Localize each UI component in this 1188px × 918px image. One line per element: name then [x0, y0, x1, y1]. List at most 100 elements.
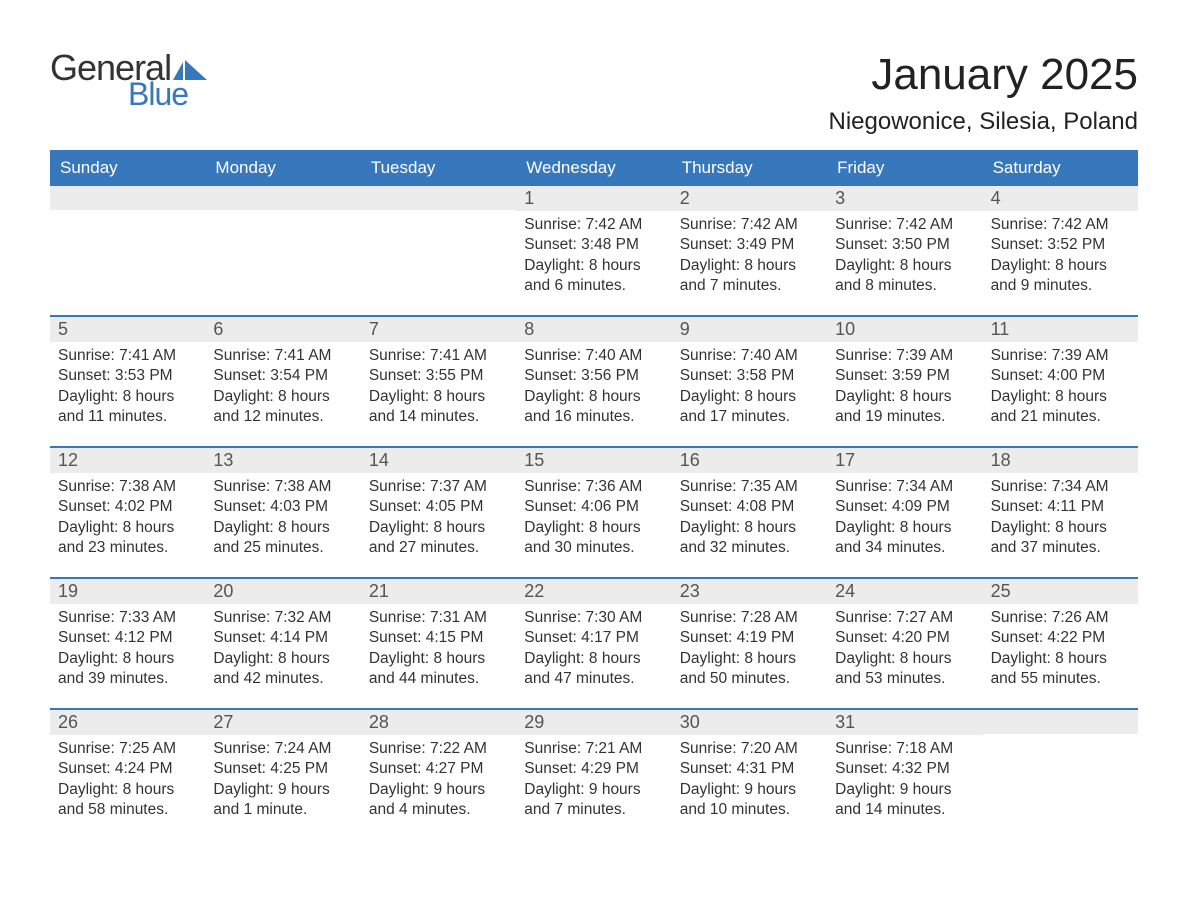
calendar-cell: 1Sunrise: 7:42 AMSunset: 3:48 PMDaylight…	[516, 186, 671, 315]
day-number: 20	[205, 579, 360, 604]
day-number: 5	[50, 317, 205, 342]
daylight-text: Daylight: 8 hours and 42 minutes.	[213, 649, 352, 690]
sunrise-text: Sunrise: 7:41 AM	[369, 346, 508, 366]
calendar-cell: 13Sunrise: 7:38 AMSunset: 4:03 PMDayligh…	[205, 448, 360, 577]
sunset-text: Sunset: 4:27 PM	[369, 759, 508, 779]
day-details: Sunrise: 7:32 AMSunset: 4:14 PMDaylight:…	[205, 604, 360, 708]
calendar-cell: 14Sunrise: 7:37 AMSunset: 4:05 PMDayligh…	[361, 448, 516, 577]
daylight-text: Daylight: 9 hours and 14 minutes.	[835, 780, 974, 821]
calendar-week: 1Sunrise: 7:42 AMSunset: 3:48 PMDaylight…	[50, 186, 1138, 315]
daylight-text: Daylight: 8 hours and 39 minutes.	[58, 649, 197, 690]
day-number: 16	[672, 448, 827, 473]
calendar-cell: 8Sunrise: 7:40 AMSunset: 3:56 PMDaylight…	[516, 317, 671, 446]
sunset-text: Sunset: 3:58 PM	[680, 366, 819, 386]
logo-text-blue: Blue	[128, 78, 207, 110]
sunset-text: Sunset: 4:03 PM	[213, 497, 352, 517]
sunset-text: Sunset: 4:02 PM	[58, 497, 197, 517]
day-number: 4	[983, 186, 1138, 211]
calendar-cell: 24Sunrise: 7:27 AMSunset: 4:20 PMDayligh…	[827, 579, 982, 708]
sunrise-text: Sunrise: 7:42 AM	[991, 215, 1130, 235]
sunset-text: Sunset: 4:31 PM	[680, 759, 819, 779]
calendar-cell: 2Sunrise: 7:42 AMSunset: 3:49 PMDaylight…	[672, 186, 827, 315]
sunset-text: Sunset: 3:59 PM	[835, 366, 974, 386]
day-details: Sunrise: 7:39 AMSunset: 3:59 PMDaylight:…	[827, 342, 982, 446]
sunrise-text: Sunrise: 7:26 AM	[991, 608, 1130, 628]
day-number: 14	[361, 448, 516, 473]
calendar-cell: 4Sunrise: 7:42 AMSunset: 3:52 PMDaylight…	[983, 186, 1138, 315]
calendar-cell: 18Sunrise: 7:34 AMSunset: 4:11 PMDayligh…	[983, 448, 1138, 577]
day-number: 6	[205, 317, 360, 342]
day-number: 8	[516, 317, 671, 342]
day-header-thursday: Thursday	[672, 150, 827, 186]
calendar-cell: 6Sunrise: 7:41 AMSunset: 3:54 PMDaylight…	[205, 317, 360, 446]
day-details: Sunrise: 7:18 AMSunset: 4:32 PMDaylight:…	[827, 735, 982, 839]
day-details: Sunrise: 7:34 AMSunset: 4:09 PMDaylight:…	[827, 473, 982, 577]
day-details	[50, 210, 205, 314]
daylight-text: Daylight: 8 hours and 6 minutes.	[524, 256, 663, 297]
calendar-cell: 27Sunrise: 7:24 AMSunset: 4:25 PMDayligh…	[205, 710, 360, 839]
sunset-text: Sunset: 4:06 PM	[524, 497, 663, 517]
sunrise-text: Sunrise: 7:27 AM	[835, 608, 974, 628]
sunset-text: Sunset: 4:20 PM	[835, 628, 974, 648]
day-details: Sunrise: 7:26 AMSunset: 4:22 PMDaylight:…	[983, 604, 1138, 708]
calendar-cell	[983, 710, 1138, 839]
daylight-text: Daylight: 8 hours and 14 minutes.	[369, 387, 508, 428]
calendar-cell: 23Sunrise: 7:28 AMSunset: 4:19 PMDayligh…	[672, 579, 827, 708]
calendar-cell	[50, 186, 205, 315]
sunset-text: Sunset: 4:14 PM	[213, 628, 352, 648]
daylight-text: Daylight: 8 hours and 44 minutes.	[369, 649, 508, 690]
day-number: 3	[827, 186, 982, 211]
day-header-sunday: Sunday	[50, 150, 205, 186]
daylight-text: Daylight: 8 hours and 17 minutes.	[680, 387, 819, 428]
day-number: 18	[983, 448, 1138, 473]
day-number: 22	[516, 579, 671, 604]
day-number: 12	[50, 448, 205, 473]
day-details: Sunrise: 7:42 AMSunset: 3:52 PMDaylight:…	[983, 211, 1138, 315]
daylight-text: Daylight: 8 hours and 27 minutes.	[369, 518, 508, 559]
day-number: 24	[827, 579, 982, 604]
day-number: 2	[672, 186, 827, 211]
day-details: Sunrise: 7:37 AMSunset: 4:05 PMDaylight:…	[361, 473, 516, 577]
daylight-text: Daylight: 8 hours and 19 minutes.	[835, 387, 974, 428]
day-details: Sunrise: 7:30 AMSunset: 4:17 PMDaylight:…	[516, 604, 671, 708]
sunrise-text: Sunrise: 7:42 AM	[680, 215, 819, 235]
day-number: 10	[827, 317, 982, 342]
calendar-cell	[361, 186, 516, 315]
day-details: Sunrise: 7:33 AMSunset: 4:12 PMDaylight:…	[50, 604, 205, 708]
day-number: 1	[516, 186, 671, 211]
day-header-monday: Monday	[205, 150, 360, 186]
sunrise-text: Sunrise: 7:41 AM	[58, 346, 197, 366]
sunset-text: Sunset: 4:19 PM	[680, 628, 819, 648]
day-number: 9	[672, 317, 827, 342]
sunrise-text: Sunrise: 7:28 AM	[680, 608, 819, 628]
sunrise-text: Sunrise: 7:21 AM	[524, 739, 663, 759]
day-details: Sunrise: 7:42 AMSunset: 3:49 PMDaylight:…	[672, 211, 827, 315]
sunrise-text: Sunrise: 7:42 AM	[835, 215, 974, 235]
daylight-text: Daylight: 9 hours and 4 minutes.	[369, 780, 508, 821]
day-details: Sunrise: 7:22 AMSunset: 4:27 PMDaylight:…	[361, 735, 516, 839]
sunset-text: Sunset: 4:15 PM	[369, 628, 508, 648]
sunrise-text: Sunrise: 7:40 AM	[680, 346, 819, 366]
day-details: Sunrise: 7:34 AMSunset: 4:11 PMDaylight:…	[983, 473, 1138, 577]
sunrise-text: Sunrise: 7:38 AM	[213, 477, 352, 497]
day-header-friday: Friday	[827, 150, 982, 186]
day-details: Sunrise: 7:36 AMSunset: 4:06 PMDaylight:…	[516, 473, 671, 577]
day-number: 25	[983, 579, 1138, 604]
day-header-row: Sunday Monday Tuesday Wednesday Thursday…	[50, 150, 1138, 186]
calendar-cell	[205, 186, 360, 315]
day-number: 11	[983, 317, 1138, 342]
calendar-cell: 16Sunrise: 7:35 AMSunset: 4:08 PMDayligh…	[672, 448, 827, 577]
calendar-cell: 21Sunrise: 7:31 AMSunset: 4:15 PMDayligh…	[361, 579, 516, 708]
sunrise-text: Sunrise: 7:34 AM	[835, 477, 974, 497]
day-details: Sunrise: 7:35 AMSunset: 4:08 PMDaylight:…	[672, 473, 827, 577]
day-details: Sunrise: 7:42 AMSunset: 3:48 PMDaylight:…	[516, 211, 671, 315]
daylight-text: Daylight: 9 hours and 7 minutes.	[524, 780, 663, 821]
calendar: Sunday Monday Tuesday Wednesday Thursday…	[50, 150, 1138, 839]
daylight-text: Daylight: 8 hours and 58 minutes.	[58, 780, 197, 821]
sunset-text: Sunset: 3:54 PM	[213, 366, 352, 386]
sunrise-text: Sunrise: 7:39 AM	[835, 346, 974, 366]
day-details: Sunrise: 7:42 AMSunset: 3:50 PMDaylight:…	[827, 211, 982, 315]
sunrise-text: Sunrise: 7:37 AM	[369, 477, 508, 497]
sunset-text: Sunset: 4:25 PM	[213, 759, 352, 779]
sunset-text: Sunset: 3:52 PM	[991, 235, 1130, 255]
